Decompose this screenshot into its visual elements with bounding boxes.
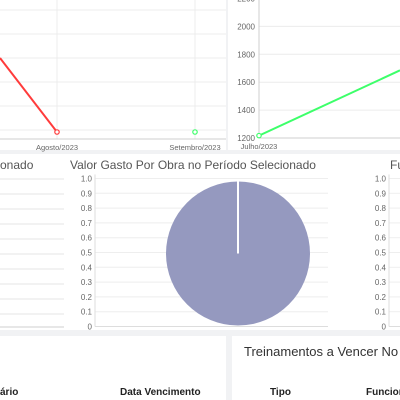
chart-card-middle-right: Fu 0 0.1 0.2 0.3 0.4 0.5 0.6 0.7 0.8 0.9 1.0 [328,154,400,332]
table-left-header-col2: Data Vencimento [120,387,201,398]
line-chart-top-left: Agosto/2023 Setembro/2023 [0,0,226,152]
chart-title-middle-center: Valor Gasto Por Obra no Período Selecion… [70,158,316,172]
y-tick-label: 0.3 [375,278,387,287]
y-tick-label: 0.5 [81,249,93,258]
line-chart-top-right: 1200 1400 1600 1800 2000 2200 Julho/2023 [237,0,400,151]
y-tick-label: 1.0 [81,175,93,184]
table-card-left: ário Data Vencimento [0,336,226,400]
y-tick-label: 2000 [237,22,255,31]
y-tick-label: 0.9 [81,189,93,198]
empty-chart-grid-left [0,178,64,328]
chart-title-middle-left: onado [0,158,34,172]
table-right-header-col2: Funcion [366,387,400,398]
y-tick-label: 0.5 [375,249,387,258]
table-card-right: Treinamentos a Vencer No Pe Tipo Funcion [232,336,400,400]
y-tick-label: 0.8 [375,204,387,213]
data-point-green [192,129,198,135]
y-tick-label: 0.3 [81,278,93,287]
x-tick-label: Agosto/2023 [36,143,78,152]
series-line-red [0,57,58,133]
y-tick-label: 0.6 [81,234,93,243]
y-tick-label: 1800 [237,50,255,59]
y-tick-label: 0.7 [81,219,93,228]
y-tick-label: 0.4 [375,263,387,272]
chart-card-middle-center: Valor Gasto Por Obra no Período Selecion… [64,154,328,332]
y-tick-label: 0.1 [375,308,387,317]
chart-title-middle-right: Fu [390,158,400,172]
y-tick-label: 1600 [237,78,255,87]
y-tick-label: 0.1 [81,308,93,317]
x-tick-label: Setembro/2023 [169,143,220,152]
table-right-title: Treinamentos a Vencer No Pe [244,344,400,359]
empty-chart-right: 0 0.1 0.2 0.3 0.4 0.5 0.6 0.7 0.8 0.9 1.0 [375,174,400,332]
data-point-red [54,129,60,135]
y-tick-label: 0.6 [375,234,387,243]
series-line-green [258,69,400,137]
chart-card-top-right: 1200 1400 1600 1800 2000 2200 Julho/2023 [228,0,400,151]
y-tick-label: 0 [88,323,93,332]
y-tick-label: 1200 [237,134,255,143]
table-left-header-col1: ário [0,387,19,398]
data-point-green [256,132,262,139]
y-tick-label: 0 [382,323,387,332]
x-tick-label: Julho/2023 [241,142,278,151]
chart-card-middle-left: onado [0,154,64,330]
y-tick-label: 0.4 [81,263,93,272]
y-tick-label: 1400 [237,106,255,115]
y-tick-label: 0.7 [375,219,387,228]
y-tick-label: 0.2 [375,293,387,302]
pie-chart-obra: 0 0.1 0.2 0.3 0.4 0.5 0.6 0.7 0.8 0.9 1.0 [81,174,328,332]
y-tick-label: 0.2 [81,293,93,302]
y-tick-label: 0.8 [81,204,93,213]
y-tick-label: 2200 [237,0,255,4]
y-tick-label: 1.0 [375,175,387,184]
table-right-header-col1: Tipo [270,387,291,398]
chart-card-top-left: Agosto/2023 Setembro/2023 [0,0,226,152]
y-tick-label: 0.9 [375,189,387,198]
